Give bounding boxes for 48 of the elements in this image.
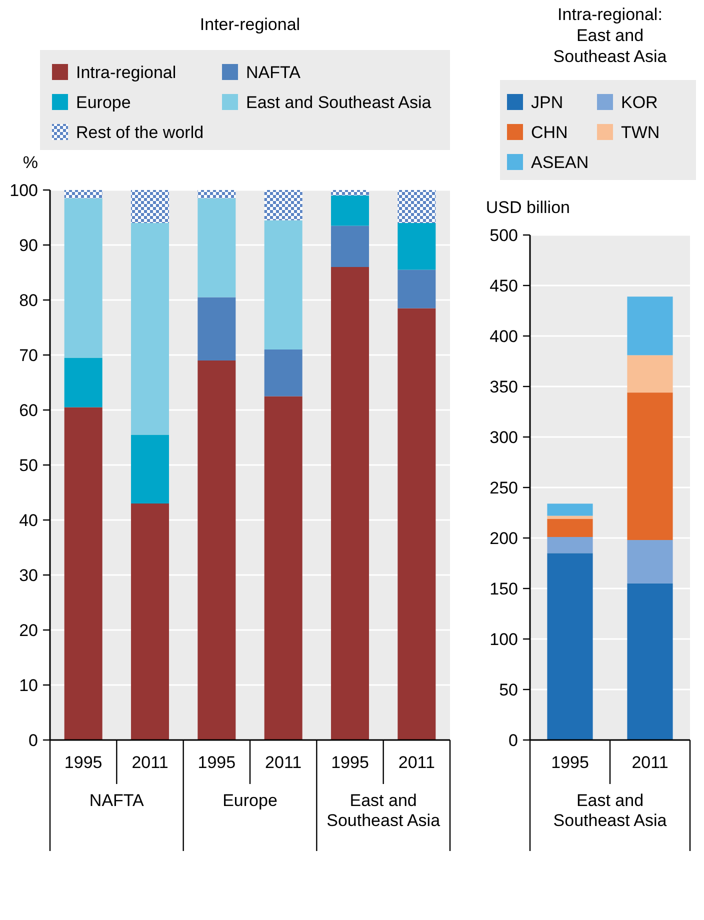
y-tick-label: 150 <box>490 579 518 598</box>
y-tick-label: 80 <box>19 290 38 310</box>
y-tick-label: 90 <box>19 236 38 255</box>
y-tick-label: 40 <box>19 510 38 530</box>
x-tick-label: 1995 <box>198 752 236 772</box>
y-tick-label: 70 <box>19 346 38 365</box>
y-tick-label: 500 <box>490 226 518 245</box>
y-tick-label: 400 <box>490 326 518 346</box>
text: East and Southeast Asia <box>553 791 668 830</box>
x-tick-label: 1995 <box>551 752 589 772</box>
x-tick-label: 2011 <box>132 752 168 772</box>
legend-label: KOR <box>621 92 658 112</box>
chart-title: Inter-regional <box>200 15 300 34</box>
legend-label: CHN <box>531 122 568 142</box>
x-tick-label: 1995 <box>64 752 102 772</box>
y-tick-label: 60 <box>19 400 38 420</box>
legend-label: JPN <box>531 92 564 112</box>
y-tick-label: 200 <box>490 528 518 548</box>
y-tick-label: 50 <box>499 680 518 700</box>
x-tick-label: 1995 <box>331 752 369 772</box>
y-tick-label: 350 <box>490 377 518 396</box>
y-tick-label: 100 <box>490 630 518 649</box>
chart-title: Intra-regional: East and Southeast Asia <box>553 5 668 66</box>
text: East and Southeast Asia <box>326 791 441 830</box>
legend-label: ASEAN <box>531 152 589 172</box>
y-tick-label: 50 <box>19 456 38 475</box>
legend-label: East and Southeast Asia <box>246 92 432 112</box>
y-axis-title: USD billion <box>486 198 570 217</box>
y-axis-title: % <box>22 153 38 172</box>
text: NAFTA <box>89 791 145 810</box>
legend-label: TWN <box>621 122 660 142</box>
legend-label: Europe <box>76 92 131 112</box>
y-tick-label: 20 <box>19 620 38 640</box>
y-tick-label: 0 <box>28 730 38 750</box>
y-tick-label: 0 <box>508 730 518 750</box>
x-tick-label: 2011 <box>632 752 668 772</box>
y-tick-label: 100 <box>10 180 38 200</box>
y-tick-label: 10 <box>19 676 38 695</box>
y-tick-label: 300 <box>490 428 518 447</box>
text: Europe <box>222 791 278 810</box>
y-tick-label: 250 <box>490 478 518 498</box>
x-tick-label: 2011 <box>398 752 435 772</box>
legend-label: Intra-regional <box>76 62 176 82</box>
legend-label: NAFTA <box>246 62 302 82</box>
x-tick-label: 2011 <box>265 752 302 772</box>
legend-label: Rest of the world <box>76 122 204 142</box>
y-tick-label: 450 <box>490 276 518 296</box>
y-tick-label: 30 <box>19 566 38 585</box>
